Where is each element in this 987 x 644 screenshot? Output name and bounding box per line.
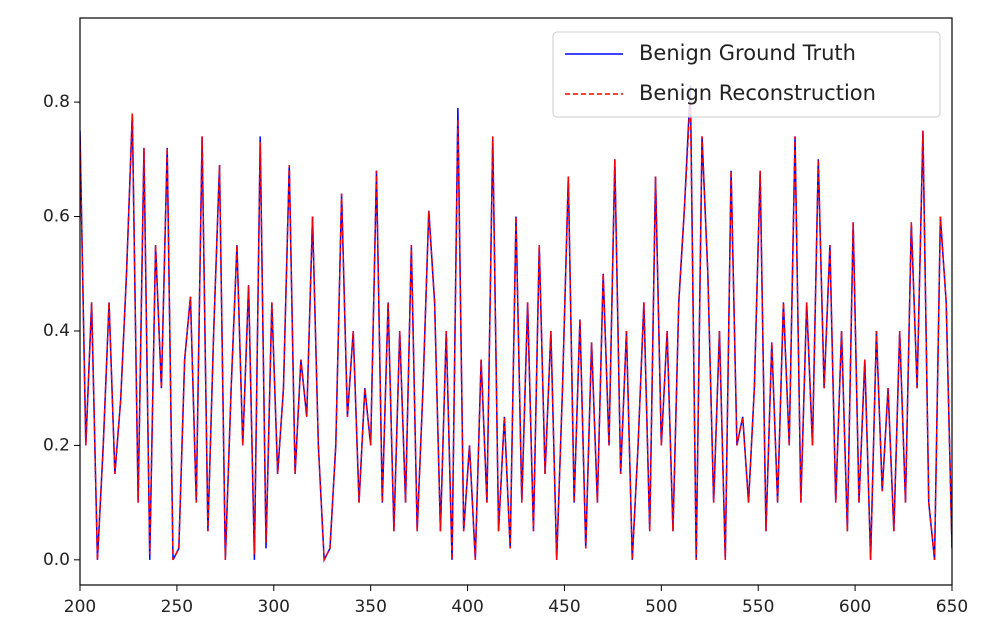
y-tick-label: 0.8	[43, 92, 70, 112]
y-tick-label: 0.4	[43, 321, 70, 341]
x-tick-label: 400	[451, 597, 483, 617]
y-tick-label: 0.2	[43, 435, 70, 455]
legend-label: Benign Reconstruction	[639, 81, 876, 105]
x-tick-label: 250	[161, 597, 193, 617]
x-tick-label: 300	[258, 597, 290, 617]
line-series	[80, 84, 952, 563]
x-tick-label: 600	[839, 597, 871, 617]
x-tick-label: 500	[645, 597, 677, 617]
legend-box	[552, 31, 941, 118]
legend-label: Benign Ground Truth	[639, 41, 856, 65]
y-tick-label: 0.6	[43, 207, 70, 227]
axes-frame	[79, 17, 953, 586]
x-tick-label: 650	[936, 597, 968, 617]
x-tick-label: 450	[548, 597, 580, 617]
x-tick-label: 350	[354, 597, 386, 617]
y-tick-label: 0.0	[43, 550, 70, 570]
x-tick-label: 200	[64, 597, 96, 617]
line-series	[80, 96, 952, 563]
x-tick-label: 550	[742, 597, 774, 617]
